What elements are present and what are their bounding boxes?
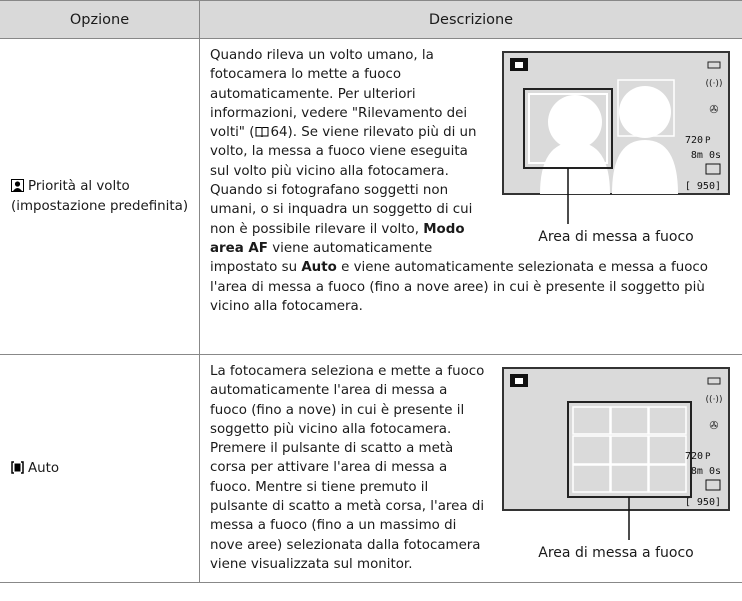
- screen-quality: P: [705, 452, 711, 462]
- header-row: Opzione Descrizione: [0, 0, 742, 39]
- camera-screen: ((·)) ✇ 720 P 8m 0s [ 950]: [502, 367, 730, 540]
- option-text: Priorità al volto (impostazione predefin…: [11, 179, 189, 214]
- description-cell: ((·)) ✇ 720 P 8m 0s [ 950] Area di messa…: [199, 354, 742, 584]
- caption: Area di messa a fuoco: [538, 545, 694, 561]
- options-table: Opzione Descrizione Priorità al volto (i…: [0, 0, 742, 584]
- svg-text:✇: ✇: [709, 103, 718, 116]
- description-text: La fotocamera seleziona e mette a fuoco …: [210, 364, 485, 572]
- face-icon: [11, 179, 24, 193]
- screen-quality: P: [705, 136, 711, 146]
- table-row: Auto ((·)) ✇ 720 P: [0, 354, 742, 584]
- description-text: e viene automaticamente selezionata e me…: [210, 260, 708, 314]
- option-cell: Auto: [0, 354, 200, 584]
- table-row: Priorità al volto (impostazione predefin…: [0, 38, 742, 355]
- camera-screen: ((·)) ✇ 720 P 8m 0s [ 950]: [502, 51, 730, 224]
- description-text: Quando rileva un volto umano, la fotocam…: [210, 48, 468, 141]
- screen-size: 720: [685, 451, 703, 462]
- description-bold: Auto: [301, 260, 337, 276]
- figure: ((·)) ✇ 720 P 8m 0s [ 950] Area di messa…: [500, 50, 732, 247]
- figure: ((·)) ✇ 720 P 8m 0s [ 950] Area di messa…: [500, 366, 732, 563]
- auto-icon: [11, 461, 24, 474]
- book-icon: [255, 127, 269, 138]
- description-text: viene automaticamente impostato su: [210, 240, 433, 276]
- svg-text:((·)): ((·)): [706, 395, 723, 405]
- option-text: Auto: [28, 460, 60, 476]
- description-bold: Modo area AF: [210, 221, 465, 256]
- option-cell: Priorità al volto (impostazione predefin…: [0, 38, 200, 355]
- screen-count: [ 950]: [685, 497, 721, 508]
- screen-time: 8m 0s: [691, 150, 721, 161]
- screen-count: [ 950]: [685, 181, 721, 192]
- description-cell: ((·)) ✇ 720 P 8m 0s [ 950] Area di messa…: [199, 38, 742, 355]
- svg-text:✇: ✇: [709, 419, 718, 432]
- caption: Area di messa a fuoco: [538, 229, 694, 245]
- header-cell: Opzione: [0, 0, 200, 39]
- screen-time: 8m 0s: [691, 466, 721, 477]
- description-text: 64). Se viene rilevato più di un volto, …: [210, 125, 477, 237]
- svg-text:((·)): ((·)): [706, 79, 723, 89]
- header-cell: Descrizione: [199, 0, 742, 39]
- screen-size: 720: [685, 135, 703, 146]
